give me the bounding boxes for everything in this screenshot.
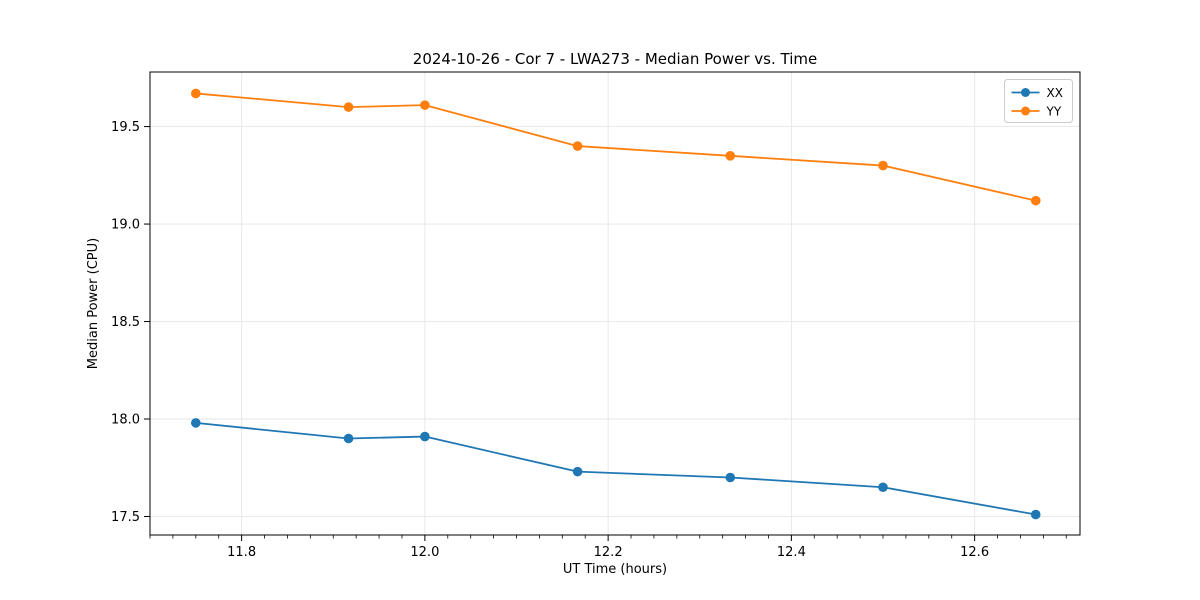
legend-marker-XX [1021, 88, 1030, 97]
y-axis-label: Median Power (CPU) [86, 238, 101, 369]
x-tick-label: 11.8 [227, 545, 256, 560]
plot-area-border [149, 71, 1081, 536]
data-point-YY [878, 160, 888, 171]
y-tick-label: 19.5 [111, 120, 140, 135]
data-point-YY [420, 100, 430, 110]
axis-ticks [144, 126, 1067, 541]
x-axis-label: UT Time (hours) [563, 562, 667, 577]
chart-title: 2024-10-26 - Cor 7 - LWA273 - Median Pow… [413, 50, 817, 68]
y-tick-label: 18.0 [111, 413, 140, 428]
data-point-YY [343, 102, 354, 112]
x-tick-label: 12.6 [960, 545, 989, 560]
data-point-XX [343, 433, 354, 444]
legend: XX YY [1004, 79, 1073, 123]
y-tick-label: 17.5 [111, 510, 140, 525]
data-point-XX [878, 482, 888, 493]
data-point-XX [1030, 509, 1041, 520]
data-point-YY [191, 88, 201, 99]
data-point-YY [572, 141, 583, 151]
series-line-YY [195, 92, 1036, 202]
data-point-YY [725, 151, 736, 161]
legend-label-YY: YY [1046, 105, 1062, 119]
x-tick-label: 12.0 [410, 545, 439, 560]
data-point-YY [1030, 195, 1041, 206]
x-tick-label: 12.4 [777, 545, 806, 560]
data-point-XX [420, 431, 430, 442]
data-point-XX [191, 418, 201, 428]
series-line-XX [195, 422, 1036, 516]
y-tick-label: 18.5 [111, 315, 140, 330]
data-series [191, 88, 1041, 520]
x-tick-label: 12.2 [594, 545, 623, 560]
legend-label-XX: XX [1047, 86, 1063, 100]
legend-marker-YY [1021, 106, 1030, 116]
y-tick-label: 19.0 [111, 218, 140, 233]
data-point-XX [572, 466, 583, 477]
data-point-XX [725, 472, 736, 483]
gridlines [150, 72, 1080, 535]
axis-tick-labels: 11.8 12.0 12.2 12.4 12.6 17.5 18.0 18.5 19.0 19.5 [111, 120, 989, 560]
